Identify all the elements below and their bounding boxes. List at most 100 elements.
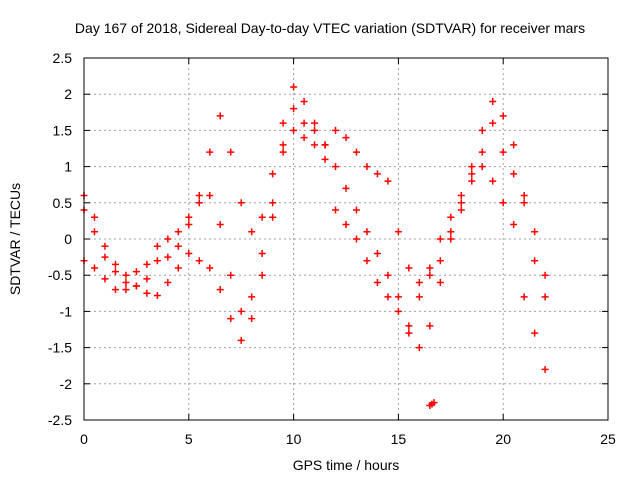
- data-point: [457, 192, 465, 200]
- data-point: [101, 253, 109, 261]
- data-point: [436, 278, 444, 286]
- x-tick-label: 5: [185, 431, 193, 447]
- data-point: [520, 199, 528, 207]
- series-track-1: [80, 83, 549, 286]
- data-point: [153, 291, 161, 299]
- data-point: [415, 293, 423, 301]
- y-tick-label: -2: [60, 376, 73, 392]
- data-point: [216, 112, 224, 120]
- data-point: [290, 105, 298, 113]
- data-point: [122, 271, 130, 279]
- data-point: [436, 257, 444, 265]
- chart-title: Day 167 of 2018, Sidereal Day-to-day VTE…: [75, 20, 585, 36]
- data-point: [405, 264, 413, 272]
- data-point: [352, 206, 360, 214]
- data-point: [258, 249, 266, 257]
- data-point: [90, 213, 98, 221]
- series-isolated: [426, 399, 438, 410]
- data-point: [248, 315, 256, 323]
- data-point: [258, 271, 266, 279]
- data-point: [531, 228, 539, 236]
- data-points: [80, 83, 549, 410]
- y-tick-label: -1.5: [48, 340, 72, 356]
- x-tick-label: 20: [495, 431, 511, 447]
- data-point: [478, 163, 486, 171]
- data-point: [342, 184, 350, 192]
- data-point: [510, 141, 518, 149]
- x-axis-ticks: 0 5 10 15 20 25: [80, 58, 616, 447]
- data-point: [457, 199, 465, 207]
- data-point: [332, 126, 340, 134]
- data-point: [227, 315, 235, 323]
- data-point: [300, 134, 308, 142]
- data-point: [541, 293, 549, 301]
- data-point: [122, 278, 130, 286]
- data-point: [122, 286, 130, 294]
- data-point: [447, 228, 455, 236]
- data-point: [185, 213, 193, 221]
- data-point: [290, 83, 298, 91]
- data-point: [174, 242, 182, 250]
- data-point: [111, 268, 119, 276]
- data-point: [269, 199, 277, 207]
- data-point: [174, 228, 182, 236]
- data-point: [258, 213, 266, 221]
- data-point: [111, 260, 119, 268]
- data-point: [227, 148, 235, 156]
- data-point: [342, 221, 350, 229]
- data-point: [541, 365, 549, 373]
- x-tick-label: 0: [80, 431, 88, 447]
- data-point: [206, 192, 214, 200]
- y-tick-label: 0: [64, 231, 72, 247]
- data-point: [311, 119, 319, 127]
- data-point: [195, 257, 203, 265]
- series-track-3: [80, 105, 549, 373]
- data-point: [185, 249, 193, 257]
- data-point: [520, 192, 528, 200]
- data-point: [384, 177, 392, 185]
- data-point: [332, 163, 340, 171]
- data-point: [195, 192, 203, 200]
- data-point: [227, 271, 235, 279]
- data-point: [206, 264, 214, 272]
- data-point: [311, 126, 319, 134]
- data-point: [363, 163, 371, 171]
- data-point: [153, 257, 161, 265]
- data-point: [352, 235, 360, 243]
- data-point: [279, 141, 287, 149]
- data-point: [510, 170, 518, 178]
- data-point: [520, 293, 528, 301]
- data-point: [489, 177, 497, 185]
- grid: [84, 58, 608, 420]
- data-point: [185, 221, 193, 229]
- data-point: [269, 170, 277, 178]
- data-point: [300, 119, 308, 127]
- data-point: [248, 293, 256, 301]
- data-point: [143, 289, 151, 297]
- data-point: [394, 228, 402, 236]
- data-point: [478, 126, 486, 134]
- data-point: [426, 271, 434, 279]
- data-point: [101, 242, 109, 250]
- data-point: [153, 242, 161, 250]
- data-point: [101, 275, 109, 283]
- y-axis-ticks: -2.5 -2 -1.5 -1 -0.5 0 0.5 1 1.5 2 2.5: [48, 50, 608, 428]
- x-axis-label: GPS time / hours: [293, 457, 400, 473]
- data-point: [90, 264, 98, 272]
- data-point: [300, 97, 308, 105]
- data-point: [478, 148, 486, 156]
- data-point: [143, 260, 151, 268]
- data-point: [352, 148, 360, 156]
- data-point: [269, 213, 277, 221]
- data-point: [468, 170, 476, 178]
- data-point: [489, 119, 497, 127]
- data-point: [499, 148, 507, 156]
- data-point: [447, 213, 455, 221]
- data-point: [436, 235, 444, 243]
- data-point: [111, 286, 119, 294]
- data-point: [290, 126, 298, 134]
- data-point: [132, 282, 140, 290]
- series-track-2: [80, 119, 549, 330]
- data-point: [237, 336, 245, 344]
